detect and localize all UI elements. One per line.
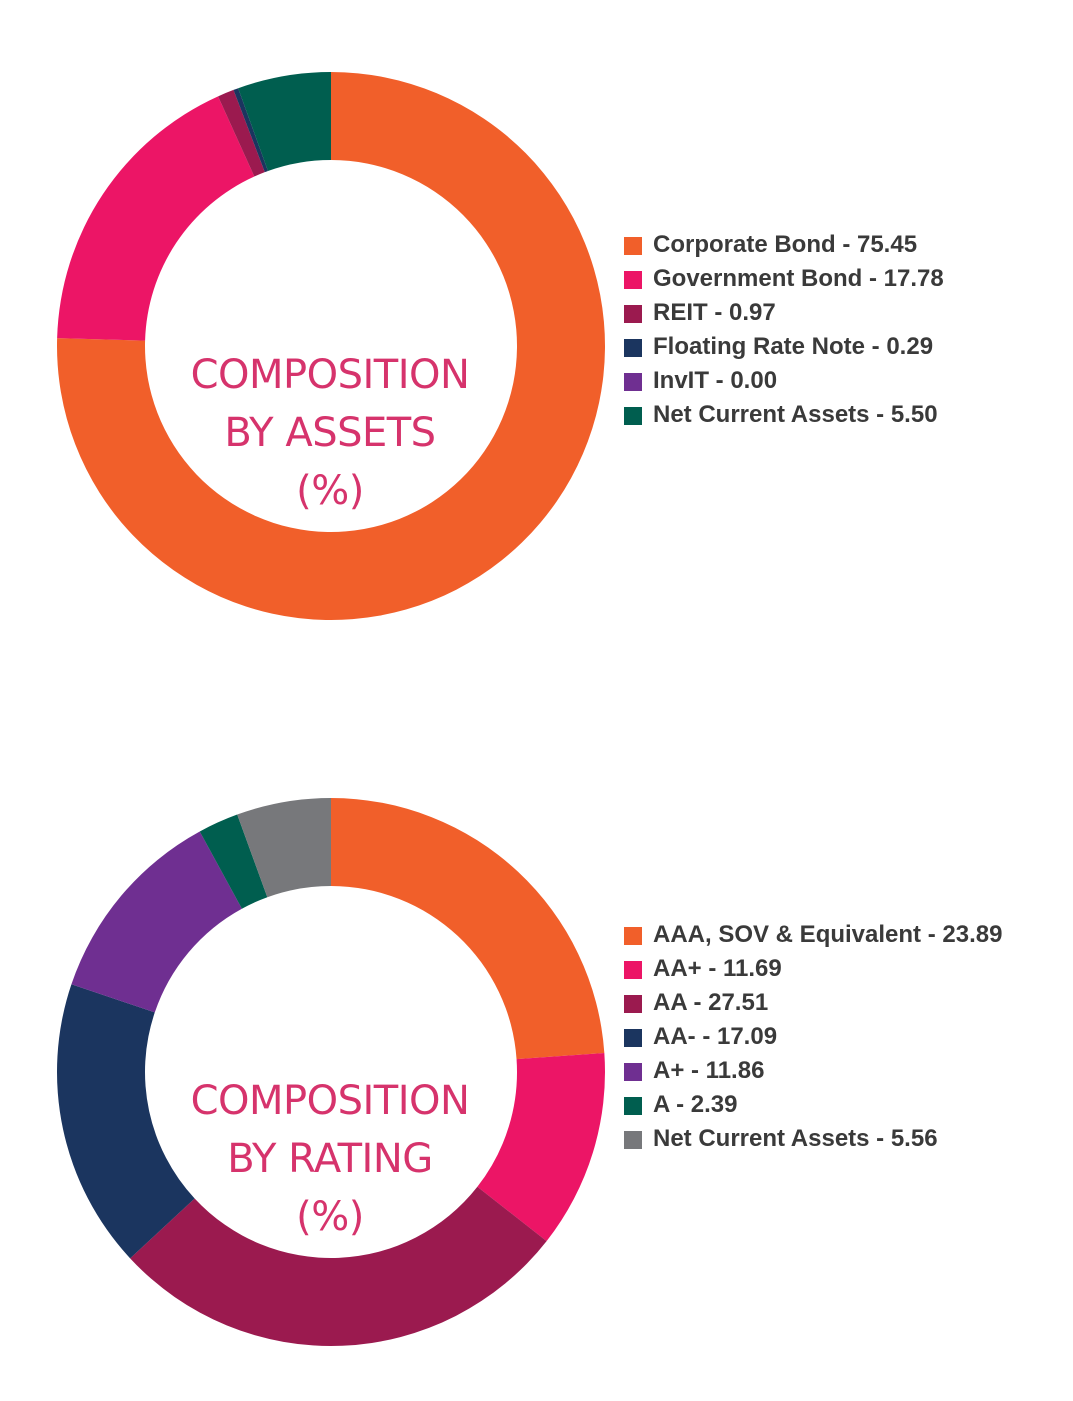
legend-label: InvIT - 0.00 bbox=[653, 367, 778, 394]
legend-swatch bbox=[624, 1063, 642, 1081]
rating-slice-aa bbox=[130, 1186, 547, 1346]
rating-title-line-2: BY RATING bbox=[227, 1136, 433, 1182]
legend-label: AA - 27.51 bbox=[653, 989, 769, 1016]
legend-swatch bbox=[624, 407, 642, 425]
legend-swatch bbox=[624, 339, 642, 357]
legend-swatch bbox=[624, 271, 642, 289]
rating-legend-item-aa: AA+ - 11.69 bbox=[624, 952, 1064, 986]
assets-legend-item-net-current-assets: Net Current Assets - 5.50 bbox=[624, 398, 1064, 432]
assets-slice-net-current-assets bbox=[238, 72, 331, 171]
assets-donut bbox=[57, 72, 605, 620]
rating-legend-item-aaa-sov-equivalent: AAA, SOV & Equivalent - 23.89 bbox=[624, 918, 1064, 952]
rating-title-line-3: (%) bbox=[296, 1194, 364, 1240]
assets-slice-floating-rate-note bbox=[233, 88, 268, 173]
legend-label: Government Bond - 17.78 bbox=[653, 265, 944, 292]
assets-slice-reit bbox=[218, 89, 265, 177]
legend-swatch bbox=[624, 927, 642, 945]
assets-legend-item-government-bond: Government Bond - 17.78 bbox=[624, 262, 1064, 296]
rating-legend-item-a: A - 2.39 bbox=[624, 1088, 1064, 1122]
legend-swatch bbox=[624, 237, 642, 255]
assets-slice-government-bond bbox=[57, 96, 255, 341]
legend-label: A - 2.39 bbox=[653, 1091, 738, 1118]
rating-legend-item-a: A+ - 11.86 bbox=[624, 1054, 1064, 1088]
rating-composition-chart: COMPOSITION BY RATING (%) AAA, SOV & Equ… bbox=[0, 796, 1073, 1356]
assets-legend-item-corporate-bond: Corporate Bond - 75.45 bbox=[624, 228, 1064, 262]
rating-slice-a bbox=[71, 831, 242, 1013]
assets-title-line-3: (%) bbox=[296, 468, 364, 514]
rating-legend: AAA, SOV & Equivalent - 23.89 AA+ - 11.69… bbox=[624, 918, 1064, 1156]
rating-center-title: COMPOSITION BY RATING (%) bbox=[130, 1072, 530, 1246]
assets-composition-chart: COMPOSITION BY ASSETS (%) Corporate Bond… bbox=[0, 70, 1073, 630]
assets-legend-item-reit: REIT - 0.97 bbox=[624, 296, 1064, 330]
rating-legend-item-aa: AA- - 17.09 bbox=[624, 1020, 1064, 1054]
legend-label: AA- - 17.09 bbox=[653, 1023, 778, 1050]
assets-title-line-2: BY ASSETS bbox=[224, 410, 436, 456]
assets-legend-item-invit: InvIT - 0.00 bbox=[624, 364, 1064, 398]
legend-label: A+ - 11.86 bbox=[653, 1057, 765, 1084]
rating-title-line-1: COMPOSITION bbox=[190, 1078, 470, 1124]
legend-swatch bbox=[624, 373, 642, 391]
rating-slice-aa bbox=[57, 984, 195, 1259]
legend-swatch bbox=[624, 961, 642, 979]
rating-legend-item-net-current-assets: Net Current Assets - 5.56 bbox=[624, 1122, 1064, 1156]
rating-slice-a bbox=[199, 814, 268, 909]
assets-legend-item-floating-rate-note: Floating Rate Note - 0.29 bbox=[624, 330, 1064, 364]
legend-label: REIT - 0.97 bbox=[653, 299, 776, 326]
legend-swatch bbox=[624, 1097, 642, 1115]
assets-legend: Corporate Bond - 75.45 Government Bond - … bbox=[624, 228, 1064, 432]
assets-slice-corporate-bond bbox=[57, 72, 605, 620]
assets-center-title: COMPOSITION BY ASSETS (%) bbox=[130, 346, 530, 520]
legend-swatch bbox=[624, 305, 642, 323]
legend-label: Floating Rate Note - 0.29 bbox=[653, 333, 934, 360]
legend-swatch bbox=[624, 1131, 642, 1149]
legend-swatch bbox=[624, 1029, 642, 1047]
rating-slice-net-current-assets bbox=[237, 798, 331, 898]
legend-label: AAA, SOV & Equivalent - 23.89 bbox=[653, 921, 1003, 948]
rating-slice-aa bbox=[477, 1052, 605, 1242]
rating-legend-item-aa: AA - 27.51 bbox=[624, 986, 1064, 1020]
legend-label: Net Current Assets - 5.50 bbox=[653, 401, 938, 428]
assets-title-line-1: COMPOSITION bbox=[190, 352, 470, 398]
rating-donut bbox=[57, 798, 605, 1346]
legend-label: Corporate Bond - 75.45 bbox=[653, 231, 918, 258]
legend-swatch bbox=[624, 995, 642, 1013]
rating-slice-aaa-sov-equivalent bbox=[331, 798, 605, 1060]
legend-label: AA+ - 11.69 bbox=[653, 955, 782, 982]
legend-label: Net Current Assets - 5.56 bbox=[653, 1125, 938, 1152]
